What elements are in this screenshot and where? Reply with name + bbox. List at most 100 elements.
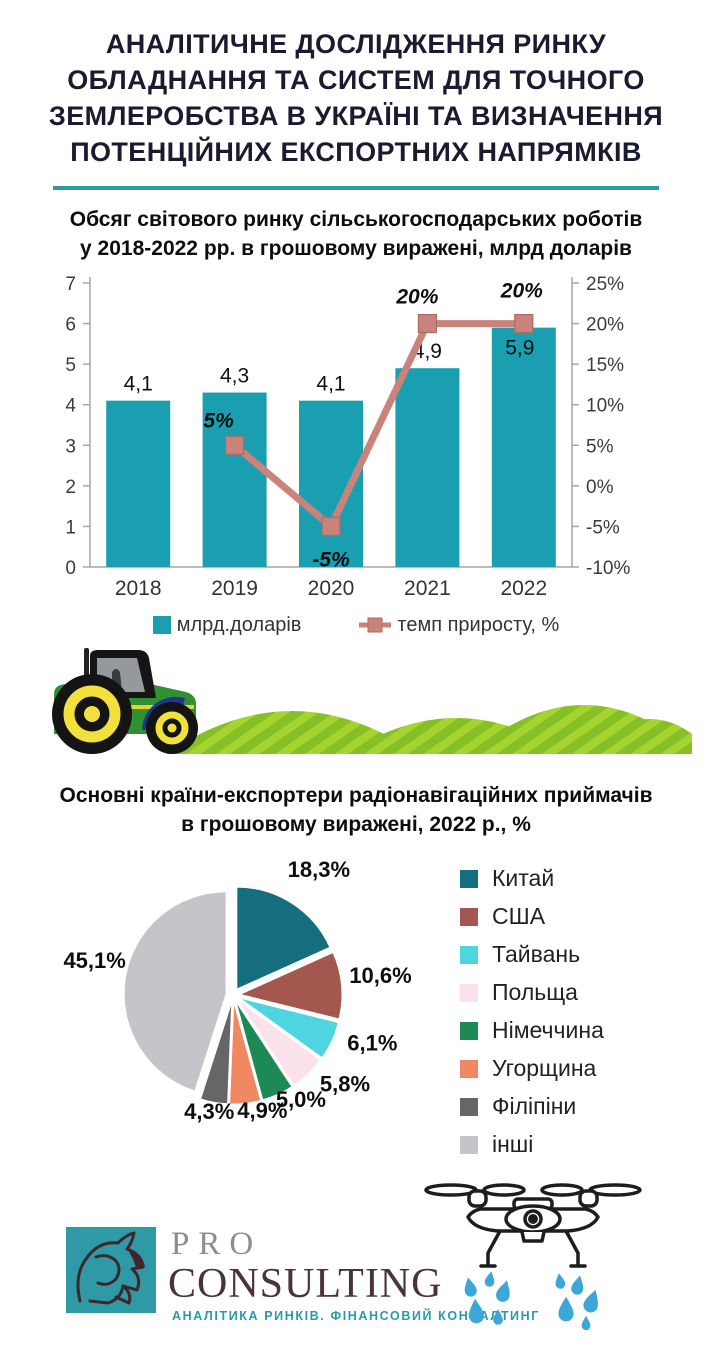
left-axis-tick-label: 7 — [65, 274, 76, 295]
page-title-line: ЗЕМЛЕРОБСТВА В УКРАЇНІ ТА ВИЗНАЧЕННЯ — [48, 101, 664, 131]
pie-legend-item-Китай: Китай — [460, 865, 604, 892]
pie-value-label: 5,8% — [320, 1071, 370, 1096]
pie-slice-Польща — [237, 999, 322, 1087]
pie-chart-legend: Китай США Тайвань Польща Німеччина Угорщина Фі… — [460, 865, 604, 1169]
right-axis-tick-label: 5% — [586, 436, 614, 457]
right-axis-tick-label: 20% — [586, 315, 624, 336]
legend-label: Угорщина — [492, 1055, 597, 1081]
pie-value-label: 4,9% — [237, 1098, 287, 1123]
pie-chart-title-line: Основні країни-експортери радіонавігацій… — [59, 784, 653, 807]
pie-slice-США — [238, 951, 343, 1020]
bar-series-swatch — [152, 616, 171, 634]
left-axis-tick-label: 1 — [65, 517, 76, 538]
category-label: 2019 — [211, 577, 258, 600]
legend-swatch — [460, 907, 478, 926]
line-series-label: темп приросту, % — [397, 613, 560, 636]
pie-legend-item-Тайвань: Тайвань — [460, 941, 604, 968]
pie-legend-item-Філіпіни: Філіпіни — [460, 1093, 604, 1120]
pie-legend-item-Угорщина: Угорщина — [460, 1055, 604, 1082]
line-series: 5% -5% 20% 20% — [203, 280, 543, 572]
hills-illustration — [166, 704, 692, 754]
pie-slice-інші — [123, 891, 227, 1092]
category-label: 2018 — [115, 577, 162, 600]
pie-slice-Китай — [236, 886, 331, 990]
bar-2019 — [202, 392, 267, 567]
growth-rate-line — [232, 320, 524, 530]
pro-consulting-logo: PRO CONSULTING АНАЛІТИКА РИНКІВ. ФІНАНСО… — [66, 1227, 540, 1323]
legend-label: інші — [492, 1131, 534, 1157]
right-axis-tick-label: -10% — [586, 558, 630, 579]
left-axis-tick-label: 6 — [65, 315, 76, 336]
right-axis-tick-label: 15% — [586, 355, 624, 376]
legend-swatch — [460, 869, 478, 888]
pie-slice-Тайвань — [239, 997, 339, 1059]
logo-consulting-text: CONSULTING — [168, 1261, 443, 1307]
legend-label: Тайвань — [492, 941, 581, 967]
pie-slice-Німеччина — [235, 1001, 293, 1101]
page-title-line: ПОТЕНЦІЙНИХ ЕКСПОРТНИХ НАПРЯМКІВ — [70, 137, 642, 167]
legend-swatch — [460, 983, 478, 1002]
drone-icon — [424, 1183, 642, 1331]
pie-chart-title: Основні країни-експортери радіонавігацій… — [0, 781, 712, 839]
line-marker-2022 — [514, 313, 534, 334]
combo-chart-title: Обсяг світового ринку сільськогосподарсь… — [0, 205, 712, 263]
right-axis-tick-label: -5% — [586, 517, 620, 538]
left-axis-tick-label: 3 — [65, 436, 76, 457]
page-title-line: ОБЛАДНАННЯ ТА СИСТЕМ ДЛЯ ТОЧНОГО — [67, 65, 645, 95]
combo-chart-title-line: Обсяг світового ринку сільськогосподарсь… — [69, 208, 643, 231]
tractor-icon — [52, 648, 198, 754]
chart-axes: 0 1 2 3 4 5 6 7 -10% -5% 0% 5% 10% 15% 20% 25% — [65, 274, 630, 579]
legend-swatch — [460, 1059, 478, 1078]
left-axis-tick-label: 2 — [65, 477, 76, 498]
pie-slice-Угорщина — [229, 1001, 262, 1105]
teal-divider — [53, 186, 659, 190]
legend-swatch — [460, 1021, 478, 1040]
pie-value-label: 5,0% — [276, 1087, 326, 1112]
legend-label: Філіпіни — [492, 1093, 577, 1119]
combo-chart-title-line: у 2018-2022 рр. в грошовому виражені, мл… — [80, 237, 632, 260]
pie-legend-item-Німеччина: Німеччина — [460, 1017, 604, 1044]
bar-value-label: 4,1 — [316, 373, 345, 396]
line-series-marker-icon — [359, 617, 392, 633]
legend-swatch — [460, 1097, 478, 1116]
water-drops-icon — [464, 1271, 598, 1331]
left-axis-tick-label: 0 — [65, 558, 76, 579]
legend-label: США — [492, 903, 546, 929]
growth-rate-label: 20% — [500, 280, 543, 303]
logo-tagline: АНАЛІТИКА РИНКІВ. ФІНАНСОВИЙ КОНСАЛТИНГ — [172, 1309, 540, 1323]
right-axis-tick-label: 0% — [586, 477, 614, 498]
pie-value-label: 4,3% — [184, 1099, 234, 1124]
rhino-logo-icon — [66, 1227, 156, 1313]
page-title: АНАЛІТИЧНЕ ДОСЛІДЖЕННЯ РИНКУ ОБЛАДНАННЯ … — [0, 26, 712, 170]
line-marker-2020 — [321, 516, 341, 537]
left-axis-tick-label: 5 — [65, 355, 76, 376]
bar-value-label: 5,9 — [505, 337, 534, 360]
pie-legend-item-США: США — [460, 903, 604, 930]
legend-label: Китай — [492, 865, 555, 891]
category-label: 2022 — [500, 577, 547, 600]
category-label: 2020 — [308, 577, 355, 600]
pie-legend-item-інші: інші — [460, 1131, 604, 1158]
legend-item-line: темп приросту, % — [359, 614, 559, 637]
pie-legend-item-Польща: Польща — [460, 979, 604, 1006]
bar-2022 — [491, 327, 556, 567]
category-label: 2021 — [404, 577, 451, 600]
legend-label: Польща — [492, 979, 578, 1005]
bar-2018 — [106, 400, 171, 567]
legend-swatch — [460, 1135, 478, 1154]
pie-value-label: 6,1% — [347, 1030, 397, 1055]
right-axis-tick-label: 10% — [586, 396, 624, 417]
bar-series-label: млрд.доларів — [176, 613, 302, 636]
combo-chart-legend: млрд.доларів темп приросту, % — [0, 612, 712, 638]
right-axis-tick-label: 25% — [586, 274, 624, 295]
line-marker-2021 — [417, 313, 437, 334]
bar-value-label: 4,1 — [124, 373, 153, 396]
pie-chart: 18,3% 10,6% 6,1% 5,8%5,0%4,9%4,3% 45,1% — [63, 857, 411, 1124]
field-illustration — [52, 648, 692, 754]
left-axis-tick-label: 4 — [65, 396, 76, 417]
growth-rate-label: 20% — [395, 286, 438, 309]
legend-item-bars: млрд.доларів — [152, 613, 302, 637]
pie-value-label: 45,1% — [63, 948, 125, 973]
